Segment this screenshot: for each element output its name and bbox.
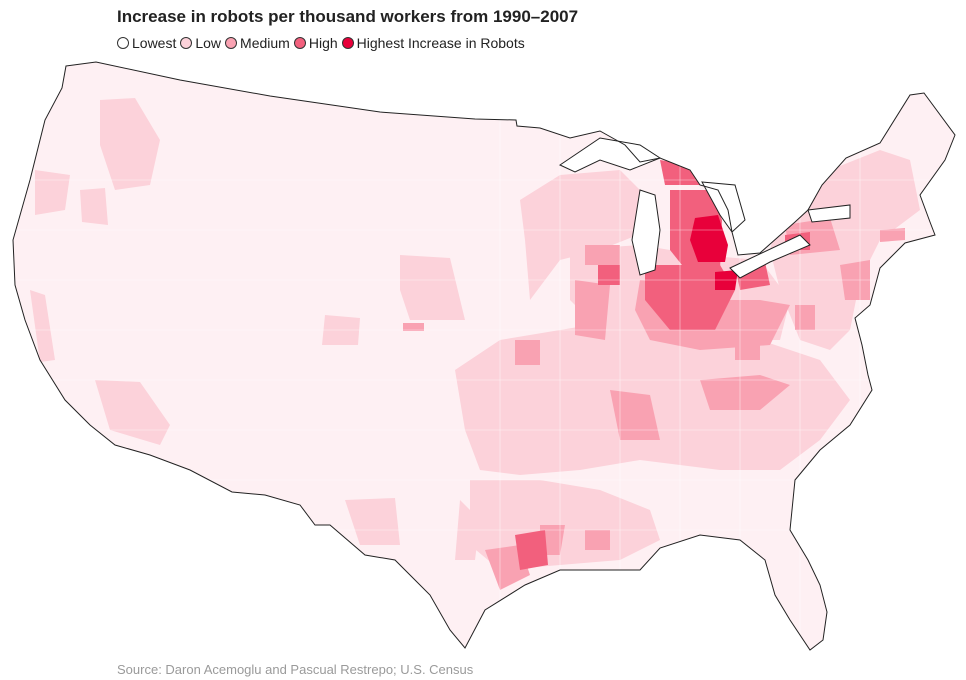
legend-label-lowest: Lowest bbox=[132, 35, 177, 51]
legend-swatch-lowest bbox=[117, 37, 129, 49]
medium-region-small-1 bbox=[403, 323, 424, 331]
legend-item-lowest: Lowest bbox=[117, 35, 176, 51]
medium-region-ky bbox=[610, 390, 660, 440]
low-region-wa bbox=[100, 98, 160, 190]
source-note: Source: Daron Acemoglu and Pascual Restr… bbox=[117, 662, 474, 677]
low-region-nm bbox=[345, 498, 400, 545]
great-lakes bbox=[558, 137, 851, 279]
medium-region-ma bbox=[880, 228, 905, 242]
legend: Lowest Low Medium High Highest Increase … bbox=[117, 35, 529, 51]
legend-swatch-low bbox=[180, 37, 193, 49]
medium-region-mo bbox=[515, 340, 540, 365]
low-region-co bbox=[400, 255, 465, 320]
lake-superior bbox=[558, 137, 662, 173]
legend-swatch-medium bbox=[225, 37, 238, 49]
low-region-plains bbox=[520, 170, 650, 300]
lake-ontario bbox=[807, 204, 851, 223]
highest-region-detroit bbox=[690, 215, 728, 262]
chart-title: Increase in robots per thousand workers … bbox=[117, 7, 579, 26]
legend-swatch-highest bbox=[341, 37, 354, 49]
low-region-ca bbox=[30, 290, 55, 362]
legend-item-low: Low bbox=[180, 35, 221, 51]
low-region-or bbox=[35, 170, 70, 215]
legend-item-highest: Highest Increase in Robots bbox=[341, 35, 525, 51]
medium-region-wi bbox=[585, 245, 620, 265]
low-region-id bbox=[80, 188, 108, 225]
legend-item-medium: Medium bbox=[225, 35, 290, 51]
high-region-midwest bbox=[645, 265, 735, 330]
low-region-sca bbox=[95, 380, 170, 445]
legend-item-high: High bbox=[293, 35, 338, 51]
medium-region-ga bbox=[735, 325, 760, 360]
us-choropleth-map bbox=[12, 61, 956, 651]
high-region-il bbox=[598, 265, 620, 285]
legend-label-low: Low bbox=[195, 35, 222, 51]
legend-swatch-high bbox=[293, 37, 306, 49]
medium-region-la bbox=[585, 530, 610, 550]
medium-region-sc bbox=[795, 305, 815, 330]
high-region-tx bbox=[515, 530, 548, 570]
legend-label-highest: Highest Increase in Robots bbox=[356, 35, 525, 51]
lake-michigan bbox=[631, 189, 661, 276]
medium-region-tn bbox=[700, 375, 790, 410]
legend-label-high: High bbox=[308, 35, 338, 51]
lake-erie bbox=[729, 234, 811, 279]
lake-huron bbox=[701, 181, 746, 233]
legend-label-medium: Medium bbox=[240, 35, 290, 51]
medium-region-il bbox=[575, 280, 610, 340]
